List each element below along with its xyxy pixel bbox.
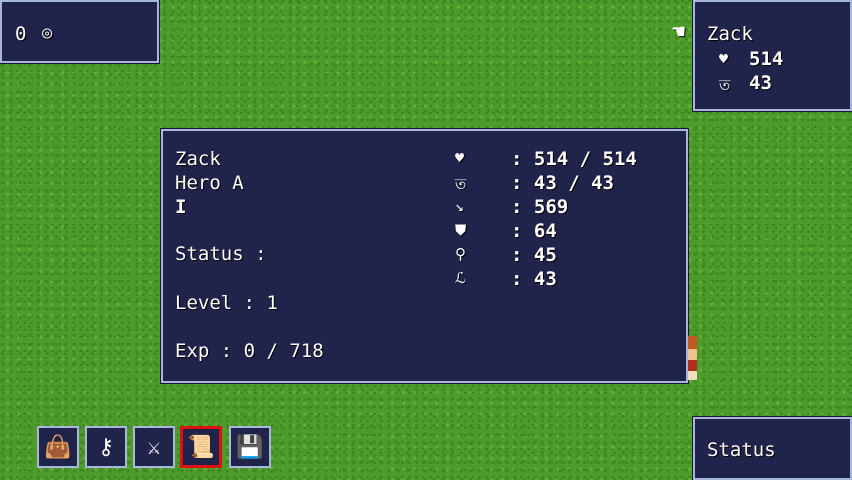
heart-icon: ♥ — [455, 149, 465, 167]
party-member-name: Zack — [707, 23, 753, 45]
party-member-mp: 43 — [749, 72, 772, 94]
stat-mp: : 43 / 43 — [511, 172, 614, 194]
equip-button[interactable]: ⚔ — [133, 426, 175, 468]
stat-hp: : 514 / 514 — [511, 148, 637, 170]
party-window[interactable]: Zack ♥ 514 ত 43 — [692, 0, 852, 112]
stat-attack: : 569 — [511, 196, 569, 218]
stat-defense: : 64 — [511, 220, 557, 242]
equipment-icon: ⚔ — [147, 434, 161, 460]
floppy-disk-icon: 💾 — [236, 434, 264, 460]
help-window: Status — [692, 416, 852, 480]
help-text: Status — [707, 439, 776, 461]
staff-icon: ⚷ — [97, 434, 115, 460]
exp-label: Exp : 0 / 718 — [175, 340, 324, 362]
status-button[interactable]: 📜 — [180, 426, 222, 468]
actor-name: Zack — [175, 148, 221, 170]
magic-icon: ত — [455, 175, 467, 193]
party-member-hp: 514 — [749, 48, 784, 70]
level-label: Level : 1 — [175, 292, 278, 314]
heart-icon: ♥ — [719, 50, 729, 68]
actor-nickname: I — [175, 196, 187, 218]
scroll-icon: 📜 — [187, 434, 215, 460]
shield-icon: ⛊ — [455, 221, 467, 239]
skills-button[interactable]: ⚷ — [85, 426, 127, 468]
save-button[interactable]: 💾 — [229, 426, 271, 468]
wand-icon: ⚲ — [455, 245, 466, 263]
status-window: Zack Hero A I Status : Level : 1 Exp : 0… — [160, 128, 689, 384]
pointing-hand-icon: ☚ — [672, 20, 686, 45]
coin-icon: ◎ — [42, 23, 53, 43]
status-label: Status : — [175, 243, 267, 265]
sword-icon: ↘ — [455, 197, 465, 215]
items-button[interactable]: 👜 — [37, 426, 79, 468]
stat-magic: : 45 — [511, 244, 557, 266]
boot-icon: ℒ — [455, 269, 466, 287]
magic-icon: ত — [719, 76, 731, 94]
gold-window: 0 ◎ — [0, 0, 160, 64]
gold-amount: 0 — [15, 23, 27, 45]
character-sprite — [688, 336, 697, 380]
bag-icon: 👜 — [44, 434, 72, 460]
stat-agility: : 43 — [511, 268, 557, 290]
actor-class: Hero A — [175, 172, 244, 194]
